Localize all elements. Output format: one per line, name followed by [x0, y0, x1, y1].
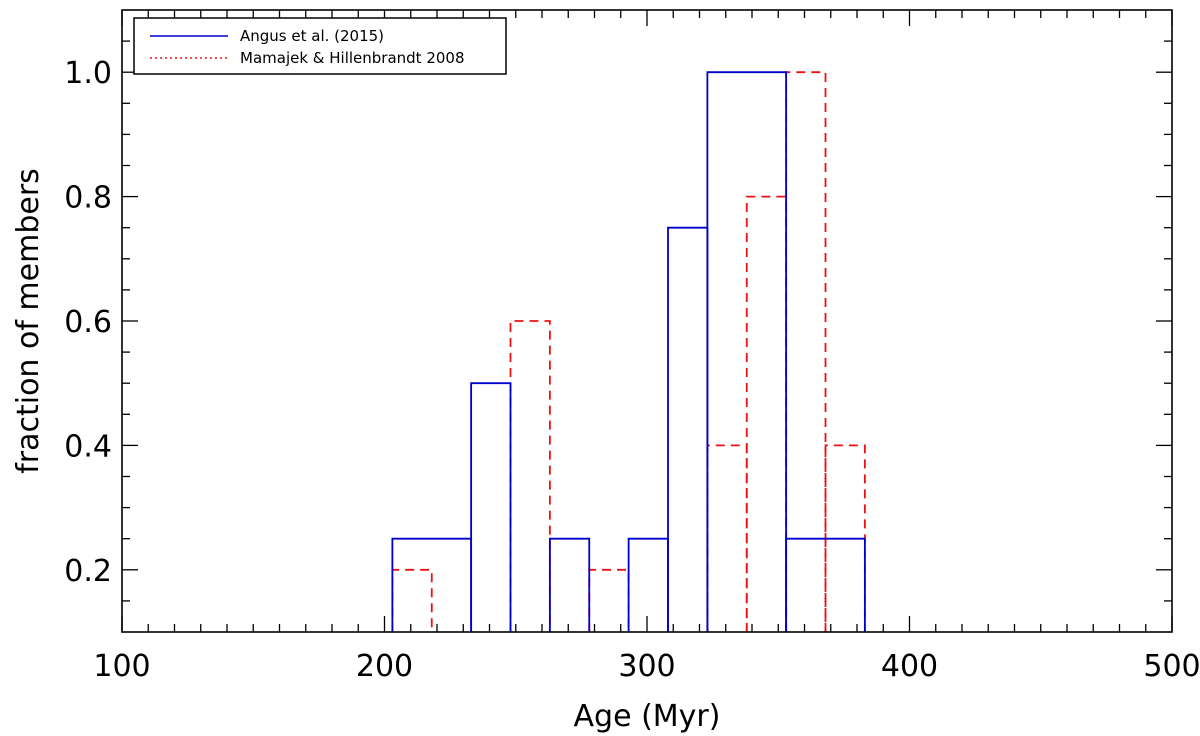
- histogram-bin: [391, 568, 433, 632]
- x-tick-label: 500: [1143, 649, 1200, 684]
- legend-box: [133, 17, 507, 75]
- y-tick-labels: 0.2 0.4 0.6 0.8 1.0: [64, 56, 112, 589]
- histogram-bin: [706, 444, 748, 632]
- histogram-bin: [667, 226, 709, 632]
- y-tick-label: 0.6: [64, 305, 112, 340]
- histogram-bin: [548, 537, 591, 632]
- legend-label-angus: Angus et al. (2015): [240, 27, 384, 45]
- histogram-bin: [706, 71, 788, 632]
- x-axis-title: Age (Myr): [574, 699, 721, 734]
- axis-ticks: [121, 10, 1173, 632]
- x-tick-label: 100: [93, 649, 150, 684]
- series-layer: [391, 71, 866, 632]
- y-tick-label: 0.4: [64, 429, 112, 464]
- legend-label-mamajek: Mamajek & Hillenbrandt 2008: [240, 49, 465, 67]
- x-tick-label: 400: [881, 649, 938, 684]
- histogram-bin: [509, 320, 551, 632]
- plot-frame: [121, 9, 1173, 633]
- y-tick-label: 1.0: [64, 56, 112, 91]
- histogram-bin: [627, 537, 669, 632]
- x-tick-label: 200: [356, 649, 413, 684]
- y-axis-title: fraction of members: [11, 168, 46, 474]
- y-tick-label: 0.2: [64, 554, 112, 589]
- histogram-bin: [745, 195, 788, 632]
- x-tick-labels: 100 200 300 400 500: [93, 649, 1200, 684]
- histogram-bin: [470, 382, 512, 632]
- histogram-bin: [588, 568, 630, 632]
- y-tick-label: 0.8: [64, 181, 112, 216]
- histogram-bin: [785, 537, 866, 632]
- x-tick-label: 300: [618, 649, 675, 684]
- histogram-bin: [391, 537, 473, 632]
- legend: Angus et al. (2015) Mamajek & Hillenbran…: [133, 17, 507, 75]
- histogram-bin: [785, 71, 827, 632]
- series-angus: [391, 71, 866, 632]
